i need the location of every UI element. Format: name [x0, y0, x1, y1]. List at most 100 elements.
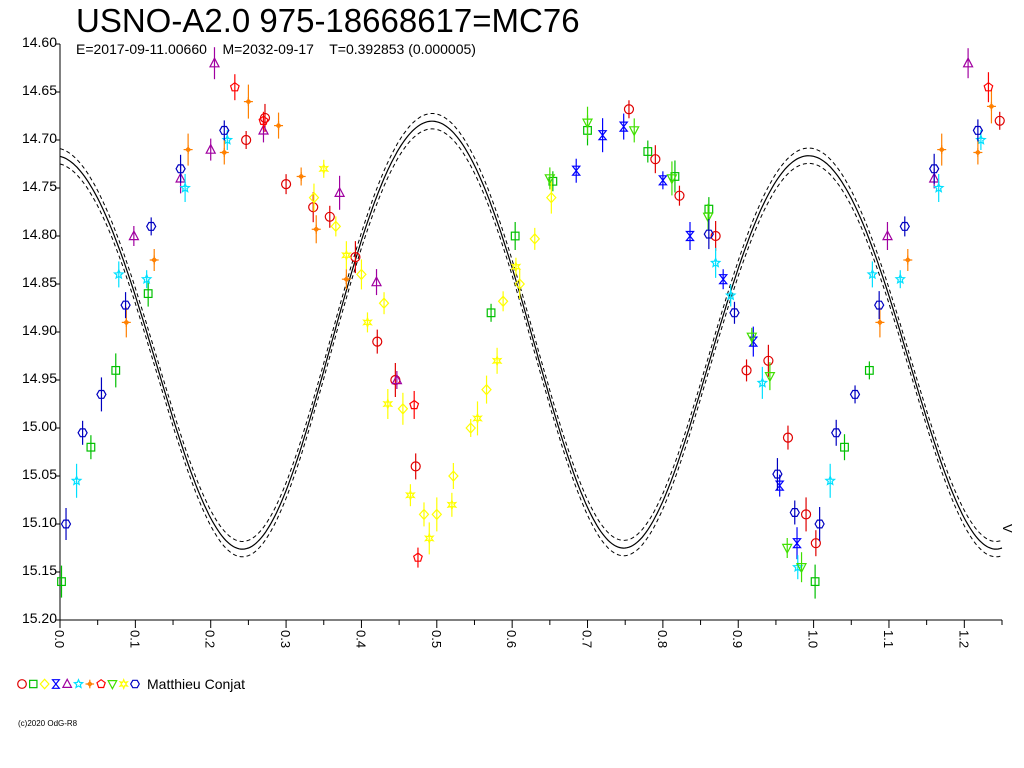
- data-point: [703, 219, 714, 250]
- legend-marker: [61, 678, 73, 688]
- data-point: [792, 527, 802, 560]
- data-point: [623, 100, 635, 119]
- data-point: [510, 222, 520, 250]
- data-point: [792, 555, 804, 580]
- data-point: [824, 463, 837, 498]
- data-point: [962, 48, 974, 79]
- data-point: [983, 72, 994, 103]
- data-point: [932, 174, 945, 202]
- y-tick-label: 15.05: [22, 466, 57, 482]
- plot-axes: 14.60 14.65 14.70 14.75 14.80 14.85 14.90 14.95…: [22, 34, 1015, 648]
- data-point: [764, 362, 776, 391]
- data-point: [57, 565, 66, 598]
- data-point: [674, 185, 685, 206]
- data-point: [334, 175, 346, 210]
- data-point: [241, 131, 252, 149]
- data-point: [296, 167, 306, 186]
- data-point: [840, 434, 849, 461]
- legend-marker: [29, 679, 38, 689]
- data-point: [356, 259, 367, 290]
- data-point: [972, 119, 984, 142]
- data-point: [409, 390, 420, 419]
- data-point: [874, 291, 885, 320]
- data-point: [685, 222, 695, 250]
- data-point: [882, 222, 893, 250]
- data-point: [410, 453, 421, 480]
- data-point: [831, 419, 842, 446]
- data-point: [710, 221, 721, 251]
- data-point: [772, 458, 783, 491]
- y-tick-label: 15.00: [22, 418, 57, 434]
- y-tick-label: 14.90: [22, 322, 57, 338]
- data-point: [866, 261, 879, 288]
- x-tick-label: 1.0: [806, 630, 821, 648]
- data-point: [96, 377, 107, 412]
- data-point: [650, 145, 661, 174]
- data-point: [70, 463, 83, 498]
- data-point: [179, 174, 191, 202]
- data-point: [448, 463, 459, 489]
- data-point: [391, 371, 403, 389]
- data-point: [597, 118, 608, 153]
- data-point: [746, 327, 758, 346]
- x-tick-label: 0.7: [580, 630, 595, 648]
- data-point: [465, 419, 477, 437]
- data-point: [350, 241, 361, 274]
- data-point: [658, 171, 668, 190]
- data-point: [219, 120, 230, 141]
- data-point: [724, 284, 737, 307]
- legend-label: Matthieu Conjat: [147, 676, 246, 692]
- data-point: [514, 269, 526, 299]
- data-point: [397, 392, 409, 425]
- data-point: [709, 247, 722, 278]
- y-tick-label: 14.80: [22, 226, 57, 242]
- legend-marker: [118, 678, 129, 690]
- data-point: [423, 522, 435, 555]
- data-point: [258, 111, 269, 130]
- data-point: [986, 89, 996, 124]
- data-point: [491, 347, 503, 374]
- legend-marker: [17, 679, 27, 689]
- legend-markers: [17, 678, 140, 690]
- data-point: [748, 326, 759, 357]
- data-point: [219, 140, 229, 165]
- data-point: [372, 329, 383, 354]
- data-point: [77, 420, 88, 445]
- data-point: [814, 507, 825, 541]
- data-point: [362, 312, 373, 333]
- data-point: [308, 183, 320, 212]
- data-point: [140, 270, 153, 289]
- chart-title: USNO-A2.0 975-18668617=MC76: [76, 2, 580, 39]
- data-point: [378, 292, 390, 315]
- data-point: [849, 385, 861, 404]
- data-point: [128, 226, 140, 246]
- y-tick-label: 14.95: [22, 370, 57, 386]
- legend-marker: [96, 678, 106, 689]
- data-point: [800, 497, 812, 532]
- data-point: [60, 508, 72, 540]
- model-curve: [59, 120, 1003, 550]
- data-point: [628, 118, 640, 143]
- data-point: [781, 538, 793, 558]
- data-point: [899, 216, 910, 237]
- y-tick-label: 15.20: [22, 610, 57, 626]
- model-curve-lower-bound: [59, 128, 1003, 558]
- data-point: [666, 161, 678, 196]
- data-point: [796, 552, 807, 583]
- x-tick-label: 0.6: [504, 630, 519, 648]
- x-tick-label: 0.2: [203, 630, 218, 648]
- data-point: [382, 389, 394, 419]
- data-point: [973, 140, 983, 165]
- copyright-note: (c)2020 OdG-R8: [18, 719, 78, 728]
- data-point: [994, 111, 1005, 130]
- data-point: [756, 366, 769, 399]
- data-point: [390, 363, 401, 397]
- data-point: [545, 181, 557, 214]
- data-point: [529, 227, 541, 250]
- data-point: [243, 84, 253, 119]
- legend-marker: [130, 679, 140, 689]
- data-point: [121, 307, 131, 338]
- data-point: [431, 497, 443, 532]
- data-point: [371, 269, 382, 296]
- data-point: [929, 153, 940, 184]
